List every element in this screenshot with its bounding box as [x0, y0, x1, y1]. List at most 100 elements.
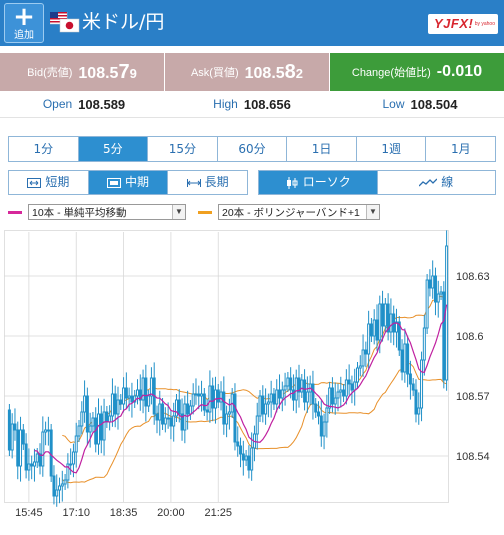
candle-body	[417, 407, 421, 415]
candle-body	[236, 441, 240, 447]
short-range-icon	[27, 177, 42, 188]
candle-body	[66, 463, 70, 481]
range-short-button[interactable]: 短期	[9, 171, 89, 194]
line-chart-button[interactable]: 線	[377, 171, 495, 194]
candle-body	[172, 415, 176, 427]
candle-body	[272, 393, 276, 405]
candle-body	[208, 385, 212, 413]
mid-range-icon	[107, 177, 121, 188]
candle-body	[378, 303, 382, 341]
candle-body	[350, 383, 354, 391]
candle-body	[183, 403, 187, 431]
chevron-down-icon: ▼	[366, 205, 379, 219]
candle-body	[222, 391, 226, 425]
tab-60min[interactable]: 60分	[217, 137, 288, 161]
candle-body	[41, 431, 45, 467]
x-tick-label: 21:25	[204, 507, 232, 519]
tab-15min[interactable]: 15分	[148, 137, 218, 161]
candle-body	[411, 383, 415, 391]
candle-body	[30, 463, 34, 467]
candle-body	[105, 411, 109, 423]
candle-body	[244, 455, 248, 461]
indicator-ma: 10本 - 単純平均移動 ▼	[8, 203, 186, 221]
bollinger-select[interactable]: 20本 - ボリンジャーバンド+1 ▼	[218, 204, 380, 220]
candle-body	[403, 343, 407, 373]
candle-body	[186, 403, 190, 415]
x-tick-label: 20:00	[157, 507, 185, 519]
candle-body	[433, 275, 437, 303]
candle-body	[250, 447, 254, 471]
candle-body	[24, 443, 28, 471]
candle-body	[394, 321, 398, 333]
candle-body	[55, 489, 59, 497]
candle-body	[161, 403, 165, 425]
candle-body	[44, 429, 48, 433]
usd-jpy-flag-icon	[50, 12, 80, 33]
candle-body	[311, 383, 315, 405]
candle-body	[38, 453, 42, 467]
candle-body	[353, 381, 357, 391]
candle-body	[369, 323, 373, 337]
yjfx-logo: YJFX! by yahoo	[428, 14, 498, 34]
candle-body	[408, 373, 412, 385]
candle-body	[347, 379, 351, 385]
candle-body	[211, 385, 215, 409]
candle-body	[227, 411, 231, 415]
range-toggle: 短期 中期 長期	[8, 170, 248, 195]
change-value: -0.010	[436, 63, 483, 80]
candle-body	[194, 393, 198, 396]
candle-body	[69, 463, 73, 466]
candle-body	[300, 379, 304, 393]
candle-body	[241, 453, 245, 461]
candle-body	[133, 395, 137, 403]
candle-body	[400, 349, 404, 373]
candle-body	[138, 389, 142, 401]
candle-body	[63, 479, 67, 485]
candle-body	[80, 411, 84, 427]
candle-body	[319, 415, 323, 437]
timeframe-tabs: 1分 5分 15分 60分 1日 1週 1月	[8, 136, 496, 162]
tab-1day[interactable]: 1日	[287, 137, 357, 161]
candle-body	[386, 303, 390, 333]
candle-body	[124, 387, 128, 399]
candlestick-button[interactable]: ローソク	[259, 171, 378, 194]
candle-body	[258, 395, 262, 417]
ma-swatch	[8, 210, 22, 214]
candle-body	[130, 395, 134, 403]
candle-body	[60, 483, 64, 487]
candle-body	[233, 393, 237, 443]
candle-body	[13, 423, 17, 431]
candle-body	[147, 395, 151, 407]
candle-body	[149, 377, 153, 397]
candle-body	[21, 429, 25, 445]
candle-body	[322, 421, 326, 437]
candle-body	[88, 425, 92, 433]
tab-1min[interactable]: 1分	[9, 137, 79, 161]
candle-body	[422, 327, 426, 361]
range-long-button[interactable]: 長期	[168, 171, 248, 194]
candle-body	[91, 417, 95, 427]
candle-body	[188, 405, 192, 415]
candle-body	[158, 403, 162, 421]
candle-body	[336, 391, 340, 399]
candle-body	[303, 379, 307, 403]
candle-body	[163, 417, 167, 425]
candle-body	[200, 393, 204, 397]
chart-type-toggle: ローソク 線	[258, 170, 496, 195]
price-chart[interactable]: 108.54 108.57 108.6 108.63 15:45 17:10 18:35 20…	[4, 230, 500, 520]
add-button[interactable]: + 追加	[4, 3, 44, 43]
candle-body	[16, 429, 20, 467]
candle-body	[325, 407, 329, 423]
x-tick-label: 18:35	[110, 507, 138, 519]
candle-body	[180, 413, 184, 431]
tab-1week[interactable]: 1週	[356, 137, 427, 161]
range-mid-button[interactable]: 中期	[88, 171, 169, 194]
candle-body	[219, 391, 223, 403]
bid-value: 108.579	[78, 60, 137, 83]
tab-5min[interactable]: 5分	[78, 137, 149, 161]
ma-select[interactable]: 10本 - 単純平均移動 ▼	[28, 204, 186, 220]
candle-body	[389, 313, 393, 333]
tab-1month[interactable]: 1月	[426, 137, 496, 161]
x-tick-label: 17:10	[62, 507, 90, 519]
bollinger-swatch	[198, 210, 212, 214]
